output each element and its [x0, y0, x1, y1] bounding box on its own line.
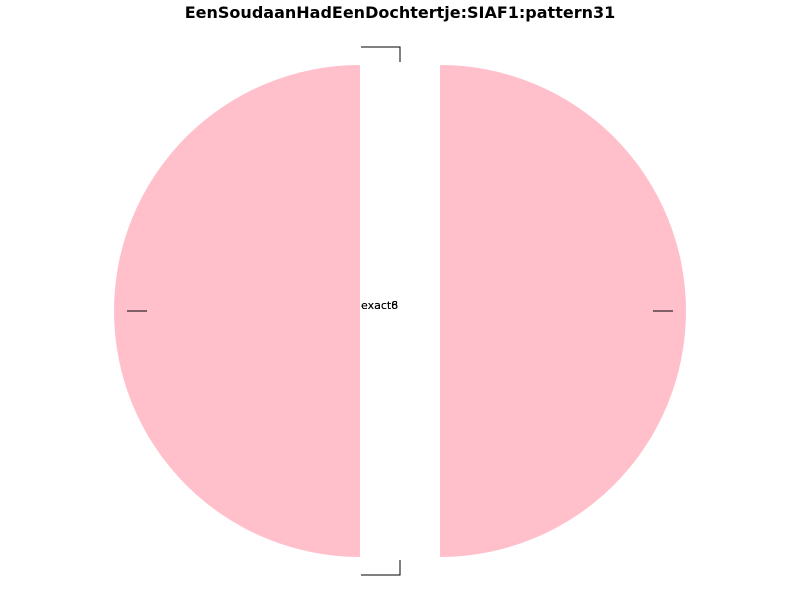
leader-line — [361, 560, 401, 576]
pie-slice — [440, 65, 686, 557]
pie-slices — [114, 65, 686, 557]
slice-label: exact8 — [361, 299, 398, 312]
slice-label: exact6 — [361, 299, 398, 312]
chart-title: EenSoudaanHadEenDochtertje:SIAF1:pattern… — [184, 3, 616, 22]
pie-slice — [114, 65, 360, 557]
pie-leader-lines — [127, 46, 673, 576]
leader-line — [361, 46, 401, 62]
